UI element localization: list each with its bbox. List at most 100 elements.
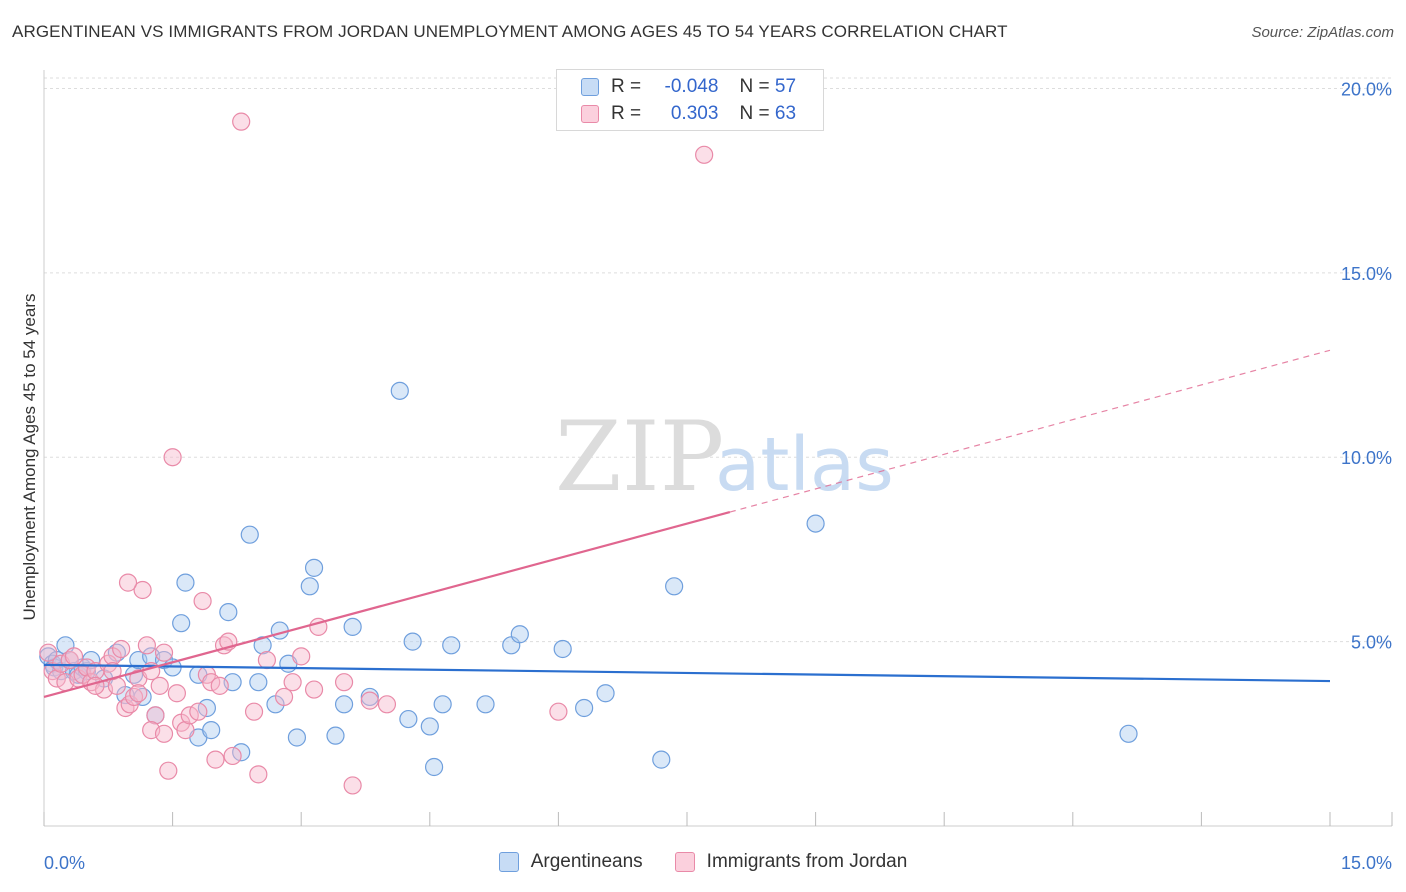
point-jordan <box>360 691 379 710</box>
point-jordan <box>549 702 568 721</box>
y-axis-label: Unemployment Among Ages 45 to 54 years <box>20 294 39 621</box>
point-argentineans <box>176 573 195 592</box>
point-argentineans <box>300 577 319 596</box>
point-jordan <box>232 112 251 131</box>
point-argentineans <box>253 636 272 655</box>
point-jordan <box>244 702 264 721</box>
point-argentineans <box>424 757 444 777</box>
trend-line-jordan-projection <box>729 349 1331 513</box>
point-argentineans <box>334 695 354 714</box>
point-jordan <box>189 702 208 721</box>
point-argentineans <box>476 695 495 714</box>
legend-row-jordan: R = 0.303 N = 63 <box>581 101 796 127</box>
point-argentineans <box>343 617 362 636</box>
point-jordan <box>210 676 229 695</box>
point-argentineans <box>1119 724 1138 743</box>
point-jordan <box>154 724 174 743</box>
point-jordan <box>146 706 165 725</box>
series-argentineans <box>39 381 1138 777</box>
y-tick-label: 5.0% <box>1351 633 1392 653</box>
point-argentineans <box>287 728 307 747</box>
point-argentineans <box>596 684 615 703</box>
point-argentineans <box>240 525 259 544</box>
point-jordan <box>223 746 242 766</box>
n-value: 57 <box>774 76 797 97</box>
source-credit: Source: ZipAtlas.com <box>1251 24 1394 41</box>
watermark: ZIP atlas <box>555 401 894 513</box>
legend-item-jordan: Immigrants from Jordan <box>674 851 908 873</box>
point-jordan <box>167 684 186 703</box>
point-jordan <box>154 643 174 662</box>
point-argentineans <box>326 726 345 745</box>
gridlines <box>44 77 1392 643</box>
series-immigrants-from-jordan <box>39 112 714 795</box>
point-jordan <box>150 676 169 695</box>
point-jordan <box>193 591 212 611</box>
point-argentineans <box>249 673 268 692</box>
point-jordan <box>103 662 122 681</box>
series-legend: Argentineans Immigrants from Jordan <box>0 851 1406 873</box>
point-jordan <box>118 573 138 592</box>
trend-line-argentineans <box>43 663 1331 683</box>
point-argentineans <box>442 636 461 655</box>
point-argentineans <box>304 558 324 577</box>
point-jordan <box>283 673 302 692</box>
y-tick-labels: 5.0% 10.0% 15.0% 20.0% <box>1341 79 1392 652</box>
point-argentineans <box>420 717 439 736</box>
pink-swatch <box>581 105 599 123</box>
point-argentineans <box>399 709 418 729</box>
point-argentineans <box>172 614 191 633</box>
watermark-zip: ZIP <box>555 401 724 513</box>
point-jordan <box>334 673 354 692</box>
point-argentineans <box>219 603 238 622</box>
point-argentineans <box>390 381 409 400</box>
legend-label: Immigrants from Jordan <box>706 851 908 872</box>
r-value: -0.048 <box>664 76 719 97</box>
point-jordan <box>129 684 148 703</box>
blue-swatch <box>498 852 519 872</box>
point-jordan <box>343 776 362 795</box>
legend-row-argentineans: R = -0.048 N = 57 <box>581 74 796 100</box>
point-jordan <box>304 680 324 699</box>
n-value: 63 <box>774 103 797 124</box>
point-argentineans <box>553 639 572 659</box>
trend-line-jordan <box>43 510 731 698</box>
legend-label: Argentineans <box>530 851 643 872</box>
chart-title: ARGENTINEAN VS IMMIGRANTS FROM JORDAN UN… <box>12 22 1008 41</box>
point-jordan <box>112 639 131 659</box>
point-argentineans <box>510 625 529 644</box>
point-argentineans <box>403 632 422 651</box>
point-jordan <box>249 765 268 784</box>
correlation-legend: R = -0.048 N = 57 R = 0.303 N = 63 <box>556 69 824 131</box>
pink-swatch <box>674 852 695 872</box>
r-value: 0.303 <box>670 103 719 124</box>
y-tick-label: 15.0% <box>1341 264 1392 284</box>
r-label: R = <box>611 76 642 97</box>
axes <box>43 70 1393 827</box>
point-jordan <box>163 448 182 467</box>
x-tick-label: 15.0% <box>1341 853 1392 873</box>
point-jordan <box>39 643 58 662</box>
trend-lines <box>43 349 1331 698</box>
n-label: N = <box>739 76 770 97</box>
point-jordan <box>274 687 294 707</box>
point-jordan <box>206 750 225 769</box>
watermark-atlas: atlas <box>715 422 894 508</box>
point-argentineans <box>652 750 671 769</box>
point-argentineans <box>665 577 684 596</box>
y-tick-label: 20.0% <box>1341 79 1392 99</box>
point-jordan <box>176 721 195 740</box>
point-argentineans <box>806 514 825 533</box>
point-jordan <box>695 145 714 164</box>
point-jordan <box>292 647 311 666</box>
point-jordan <box>159 761 178 780</box>
point-jordan <box>137 636 156 655</box>
point-argentineans <box>270 621 289 640</box>
point-jordan <box>257 650 277 670</box>
legend-item-argentineans: Argentineans <box>498 851 643 873</box>
point-argentineans <box>202 721 221 740</box>
point-jordan <box>86 676 105 695</box>
r-label: R = <box>611 103 642 124</box>
x-tick-labels: 0.0% 15.0% <box>44 853 1392 873</box>
